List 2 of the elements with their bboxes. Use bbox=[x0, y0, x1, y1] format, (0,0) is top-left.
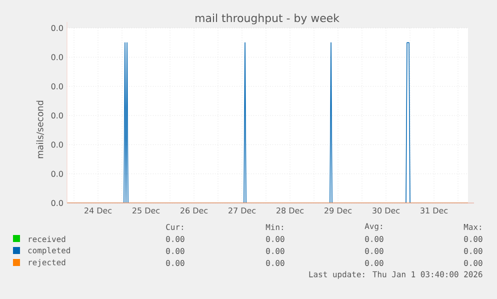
y-axis-title: mails/second bbox=[36, 100, 44, 158]
chart-title: mail throughput - by week bbox=[196, 14, 340, 24]
